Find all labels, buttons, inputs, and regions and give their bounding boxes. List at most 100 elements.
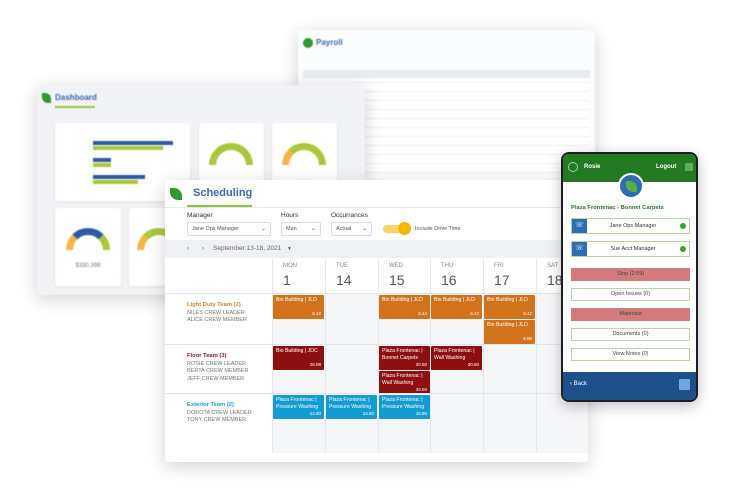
team-name[interactable]: Exterior Team (2)	[187, 402, 234, 408]
schedule-event[interactable]: Bio Building | JDC 28.08	[273, 346, 324, 370]
occurrences-label: Occurrances	[331, 212, 368, 219]
event-hours: 30.50	[415, 361, 427, 367]
day-date: 16	[441, 272, 457, 288]
day-cell[interactable]	[536, 394, 588, 453]
bar	[93, 180, 138, 184]
chevron-down-icon: ⌄	[260, 226, 266, 232]
bar	[93, 175, 145, 179]
user-icon	[568, 162, 578, 172]
drive-time-toggle[interactable]	[383, 222, 411, 235]
event-title: Plaza Frontenac | Bonnet Carpets	[382, 348, 423, 361]
team-name[interactable]: Floor Team (3)	[187, 353, 227, 359]
occurrences-select[interactable]: Actual ⌄	[331, 222, 372, 236]
day-cell[interactable]	[325, 345, 378, 393]
hours-select[interactable]: Man ⌄	[281, 222, 321, 236]
schedule-event[interactable]: Bio Building | JLD 8.42	[273, 295, 324, 319]
event-hours: 30.50	[467, 361, 479, 367]
event-hours: 14.80	[362, 410, 374, 416]
logout-button[interactable]: Logout	[656, 164, 677, 170]
day-date: 1	[283, 272, 291, 288]
day-cell[interactable]	[483, 394, 536, 453]
day-name: FRI	[494, 263, 504, 269]
chevron-left-icon[interactable]: ‹	[187, 245, 190, 252]
event-hours: 16.80	[415, 410, 427, 416]
gauge	[209, 143, 253, 165]
phone-icon[interactable]: ☏	[572, 242, 587, 256]
image-icon[interactable]	[679, 379, 690, 390]
day-header: MON 1	[272, 258, 325, 293]
phone-icon[interactable]: ☏	[572, 219, 587, 233]
gauge	[282, 143, 326, 165]
drive-time-label: Include Drive Time	[415, 226, 461, 232]
date-range[interactable]: September 13-18, 2021	[213, 245, 282, 252]
mobile-app: Rosie Logout Plaza Frontenac - Bonnet Ca…	[561, 152, 698, 402]
schedule-event[interactable]: Plaza Frontenac | Pressure Washing 14.80	[326, 395, 377, 419]
leaf-icon	[626, 181, 637, 192]
contact-name: Jane Ops Manager	[609, 223, 657, 229]
logo-icon	[170, 188, 182, 200]
event-title: Bio Building | JLD	[487, 297, 528, 303]
occurrences-value: Actual	[336, 226, 352, 232]
payroll-table	[350, 80, 590, 190]
team-name[interactable]: Light Duty Team (2)	[187, 302, 241, 308]
day-name: THU	[441, 263, 454, 269]
logo-icon	[303, 38, 313, 48]
info-icon[interactable]	[680, 223, 686, 229]
team-label: Floor Team (3) ROSIE CREW LEADER BERTA CRE…	[187, 353, 249, 383]
schedule-event[interactable]: Bio Building | JLD 8.42	[379, 295, 430, 319]
day-header: WED 15	[378, 258, 431, 293]
lock-icon[interactable]	[685, 163, 693, 171]
day-name: WED	[389, 263, 403, 269]
event-title: Bio Building | JLD	[382, 297, 423, 303]
event-title: Plaza Frontenac | Wall Washing	[382, 373, 423, 386]
app-logo	[618, 173, 644, 199]
scheduling-window: Scheduling Manager Jane Ops Manager ⌄ Hou…	[165, 180, 588, 462]
user-name: Rosie	[584, 164, 601, 170]
gauge	[66, 228, 110, 250]
contact-sue[interactable]: ☏ Sue Acct Manager	[571, 241, 690, 257]
event-hours: 8.42	[470, 310, 479, 316]
manager-select[interactable]: Jane Ops Manager ⌄	[187, 222, 271, 236]
title-underline	[55, 106, 95, 108]
day-cell[interactable]	[430, 394, 483, 453]
schedule-event[interactable]: Plaza Frontenac | Pressure Washing 14.80	[273, 395, 324, 419]
bar	[93, 146, 163, 150]
team-member: ROSIE CREW LEADER	[187, 360, 246, 367]
schedule-event[interactable]: Bio Building | JLD 5.89	[484, 320, 535, 344]
site-title: Plaza Frontenac - Bonnet Carpets	[571, 205, 664, 211]
team-label: Light Duty Team (2) NILES CREW LEADER ALIC…	[187, 302, 247, 325]
schedule-event[interactable]: Bio Building | JLD 8.42	[431, 295, 482, 319]
day-name: MON	[283, 263, 297, 269]
schedule-event[interactable]: Plaza Frontenac | Wall Washing 30.50	[431, 346, 482, 370]
date-navigation: ‹ › September 13-18, 2021 ▼	[165, 240, 588, 258]
day-cell[interactable]	[325, 294, 378, 344]
bar	[93, 141, 173, 145]
info-icon[interactable]	[680, 246, 686, 252]
schedule-event[interactable]: Plaza Frontenac | Bonnet Carpets 30.50	[379, 346, 430, 370]
bar	[93, 158, 111, 162]
mobile-button[interactable]: View Notes (0)	[571, 348, 690, 361]
mobile-button[interactable]: Documents (0)	[571, 328, 690, 341]
event-title: Plaza Frontenac | Pressure Washing	[382, 397, 425, 410]
schedule-event[interactable]: Plaza Frontenac | Pressure Washing 16.80	[379, 395, 430, 419]
event-hours: 8.42	[312, 310, 321, 316]
schedule-event[interactable]: Bio Building | JLD 8.42	[484, 295, 535, 319]
hours-value: Man	[286, 226, 297, 232]
day-name: SAT	[547, 263, 559, 269]
mobile-button[interactable]: Open Issues (0)	[571, 288, 690, 301]
contact-name: Sue Acct Manager	[610, 246, 656, 252]
day-header: THU 16	[430, 258, 483, 293]
day-cell[interactable]	[483, 345, 536, 393]
caret-down-icon[interactable]: ▼	[287, 246, 292, 252]
back-button[interactable]: ‹ Back	[570, 381, 588, 387]
payroll-toolbar	[303, 70, 590, 78]
team-member: TONY CREW MEMBER	[187, 417, 247, 423]
schedule-event[interactable]: Plaza Frontenac | Wall Washing 30.50	[379, 371, 430, 395]
toggle-knob	[398, 222, 411, 235]
chevron-right-icon[interactable]: ›	[202, 245, 205, 252]
mobile-button[interactable]: Stop (2:59)	[571, 268, 690, 281]
event-title: Bio Building | JLD	[434, 297, 475, 303]
hours-label: Hours	[281, 212, 299, 219]
mobile-button[interactable]: Materials	[571, 308, 690, 321]
contact-jane[interactable]: ☏ Jane Ops Manager	[571, 218, 690, 234]
